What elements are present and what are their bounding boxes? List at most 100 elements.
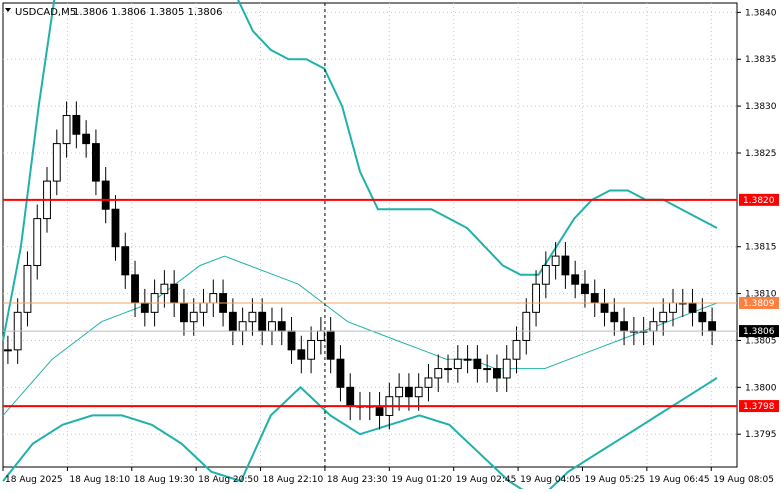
candle-body [131, 274, 139, 304]
x-tick-label: 18 Aug 20:50 [198, 475, 259, 485]
candle-body [307, 339, 316, 360]
x-tick-label: 19 Aug 04:05 [520, 475, 581, 485]
candle-body [571, 274, 580, 285]
candle-body [375, 405, 384, 416]
y-tick-label: 1.3825 [745, 149, 777, 159]
current-price-label: 1.3806 [743, 327, 775, 337]
symbol-dropdown-icon[interactable] [5, 8, 11, 12]
resistance-badge-label: 1.3820 [743, 196, 775, 206]
support-badge-label: 1.3798 [743, 402, 775, 412]
candle-body [277, 321, 286, 332]
x-tick-label: 19 Aug 06:45 [649, 475, 710, 485]
candle-body [72, 114, 81, 135]
candle-body [620, 321, 629, 332]
candle-body [287, 330, 296, 351]
current-level-badge-label: 1.3809 [743, 299, 775, 309]
plot-frame [2, 2, 738, 468]
candle-body [473, 358, 482, 370]
x-tick-label: 19 Aug 02:45 [456, 475, 517, 485]
candle-body [170, 283, 179, 304]
candle-body [434, 368, 443, 379]
upper-band-line [2, 0, 718, 341]
x-tick-label: 18 Aug 18:10 [69, 475, 130, 485]
candle-body [502, 358, 511, 379]
candle-body [551, 255, 560, 266]
y-tick-label: 1.3840 [745, 8, 777, 18]
support-badge [739, 400, 779, 413]
candle-body [483, 368, 492, 371]
y-tick-label: 1.3810 [745, 290, 777, 300]
current-price-badge [739, 325, 779, 338]
x-tick-label: 18 Aug 23:30 [327, 475, 388, 485]
candle-body [453, 358, 462, 370]
candle-body [541, 264, 550, 285]
candle-body [62, 114, 71, 145]
x-tick-label: 19 Aug 05:25 [584, 475, 645, 485]
candle-body [33, 218, 42, 266]
x-tick-label: 18 Aug 19:30 [134, 475, 195, 485]
x-tick-label: 18 Aug 2025 [5, 475, 63, 485]
candle-body [590, 293, 599, 304]
candle-body [688, 302, 697, 313]
candle-body [209, 293, 218, 304]
candle-body [581, 283, 589, 295]
grid-layer [2, 2, 738, 468]
y-tick-label: 1.3800 [745, 383, 777, 393]
candle-body [404, 386, 413, 398]
candle-body [659, 311, 668, 323]
candle-body [316, 330, 325, 341]
levels-layer: 1.3820 1.3809 1.3798 1.3806 [3, 3, 779, 467]
candle-body [101, 180, 110, 210]
bollinger-bands-layer [2, 0, 718, 493]
candle-body [140, 302, 149, 313]
y-tick-label: 1.3835 [745, 55, 777, 65]
candle-body [532, 283, 540, 313]
y-tick-label: 1.3815 [745, 243, 777, 253]
x-tick-label: 19 Aug 08:05 [713, 475, 774, 485]
candle-body [326, 330, 335, 360]
candle-body [512, 339, 521, 360]
candle-body [669, 302, 677, 313]
candle-body [160, 283, 169, 295]
x-tick-label: 18 Aug 22:10 [263, 475, 324, 485]
candle-body [561, 255, 570, 276]
x-tick-label: 19 Aug 01:20 [391, 475, 452, 485]
candle-body [463, 358, 472, 361]
candle-body [91, 143, 100, 182]
candle-body [268, 321, 276, 332]
candles-layer [3, 101, 717, 430]
current-level-badge [739, 296, 779, 309]
candle-body [600, 302, 609, 313]
y-tick-label: 1.3805 [745, 336, 777, 346]
candle-body [708, 321, 717, 332]
candle-body [414, 386, 423, 398]
candle-body [180, 302, 188, 323]
candle-body [121, 246, 130, 276]
lower-band-line [2, 377, 718, 493]
candle-body [189, 311, 198, 323]
candle-body [297, 349, 306, 360]
candle-body [238, 321, 247, 332]
candle-body [424, 377, 433, 388]
symbol-label: USDCAD,M5 [15, 7, 76, 18]
candle-body [52, 143, 61, 182]
candle-body [610, 311, 619, 323]
axis-layer: 1.38401.38351.38301.38251.38151.38101.38… [2, 8, 777, 485]
candle-body [649, 321, 658, 332]
candle-body [493, 368, 501, 379]
candle-body [258, 311, 267, 332]
header-layer: USDCAD,M5 1.3806 1.3806 1.3805 1.3806 [5, 7, 223, 18]
candle-body [336, 358, 345, 388]
candle-body [111, 208, 120, 248]
candle-body [3, 349, 12, 352]
candle-body [395, 386, 404, 398]
candle-body [698, 311, 707, 323]
candle-body [228, 311, 237, 332]
candle-body [522, 311, 531, 341]
candle-body [23, 264, 32, 313]
candle-body [199, 302, 208, 313]
resistance-badge [739, 193, 779, 206]
ohlc-values: 1.3806 1.3806 1.3805 1.3806 [73, 7, 223, 18]
